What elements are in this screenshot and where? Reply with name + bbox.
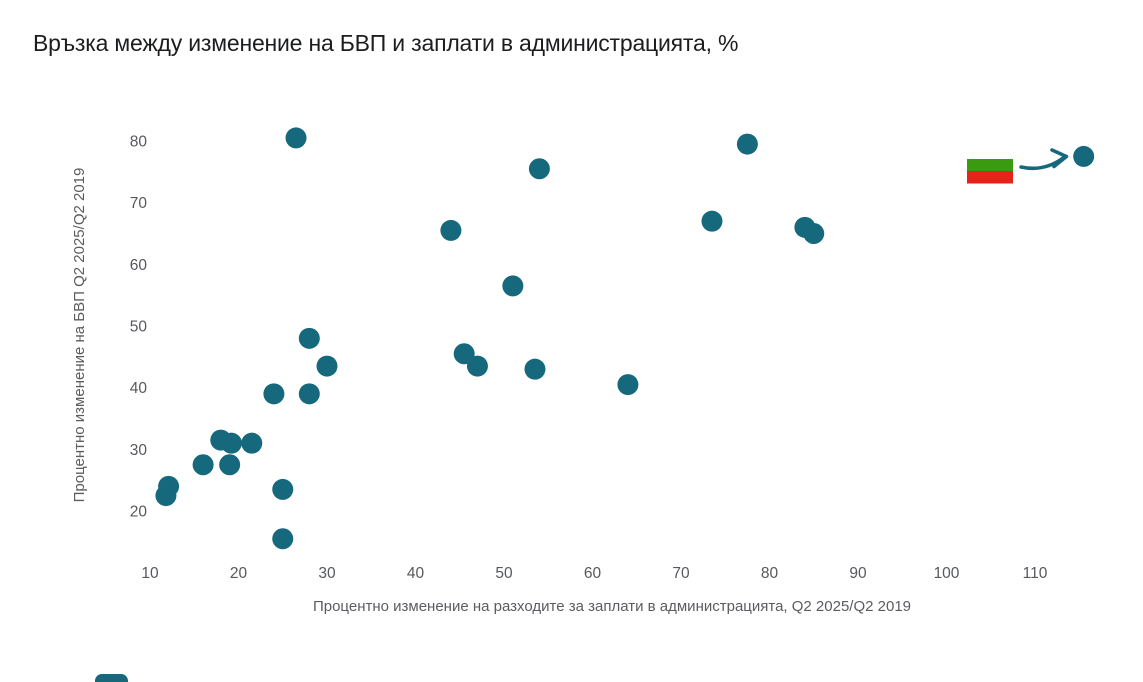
y-tick-label: 80 — [130, 134, 148, 151]
y-tick-label: 60 — [130, 257, 148, 274]
x-axis-title: Процентно изменение на разходите за запл… — [313, 598, 911, 615]
bottom-left-cutoff-element — [95, 674, 128, 682]
data-point[interactable] — [701, 210, 723, 232]
data-point[interactable] — [803, 223, 825, 245]
y-axis-tick-labels: 20 30 40 50 60 70 80 — [130, 134, 148, 521]
decor-layer — [95, 674, 128, 682]
data-point[interactable] — [440, 219, 462, 241]
x-tick-label: 90 — [849, 565, 867, 582]
data-point[interactable] — [298, 383, 320, 405]
data-point[interactable] — [192, 454, 214, 476]
bulgaria-flag-red-stripe — [967, 171, 1013, 184]
x-tick-label: 10 — [141, 565, 159, 582]
data-point[interactable] — [263, 383, 285, 405]
y-tick-label: 30 — [130, 442, 148, 459]
data-point[interactable] — [466, 355, 488, 377]
x-tick-label: 40 — [407, 565, 425, 582]
y-tick-label: 40 — [130, 380, 148, 397]
x-tick-label: 80 — [761, 565, 779, 582]
arrow-head-icon — [1050, 148, 1069, 169]
data-point[interactable] — [220, 432, 242, 454]
x-axis-tick-labels: 10 20 30 40 50 60 70 80 90 100 110 — [141, 565, 1047, 582]
data-point[interactable] — [502, 275, 524, 297]
x-tick-label: 20 — [230, 565, 248, 582]
data-point[interactable] — [272, 528, 294, 550]
data-point[interactable] — [528, 158, 550, 180]
x-tick-label: 70 — [672, 565, 690, 582]
data-point[interactable] — [241, 432, 263, 454]
data-point[interactable] — [1073, 145, 1095, 167]
data-point[interactable] — [453, 343, 475, 365]
data-point[interactable] — [736, 133, 758, 155]
data-point[interactable] — [219, 454, 241, 476]
data-point[interactable] — [617, 374, 639, 396]
data-point[interactable] — [272, 478, 294, 500]
data-point[interactable] — [298, 327, 320, 349]
y-tick-label: 20 — [130, 504, 148, 521]
data-points-layer — [155, 127, 1095, 550]
x-tick-label: 110 — [1023, 565, 1048, 582]
x-tick-label: 60 — [584, 565, 602, 582]
bulgaria-flag-green-stripe — [967, 159, 1013, 171]
y-axis-title: Процентно изменение на БВП Q2 2025/Q2 20… — [71, 168, 88, 503]
y-tick-label: 70 — [130, 195, 148, 212]
data-point[interactable] — [524, 358, 546, 380]
flag-annotation — [967, 148, 1069, 184]
x-tick-label: 100 — [934, 565, 960, 582]
y-tick-label: 50 — [130, 319, 148, 336]
x-tick-label: 30 — [318, 565, 336, 582]
chart-title: Връзка между изменение на БВП и заплати … — [33, 30, 739, 56]
data-point[interactable] — [316, 355, 338, 377]
x-tick-label: 50 — [495, 565, 513, 582]
data-point[interactable] — [285, 127, 307, 149]
data-point[interactable] — [158, 475, 180, 497]
